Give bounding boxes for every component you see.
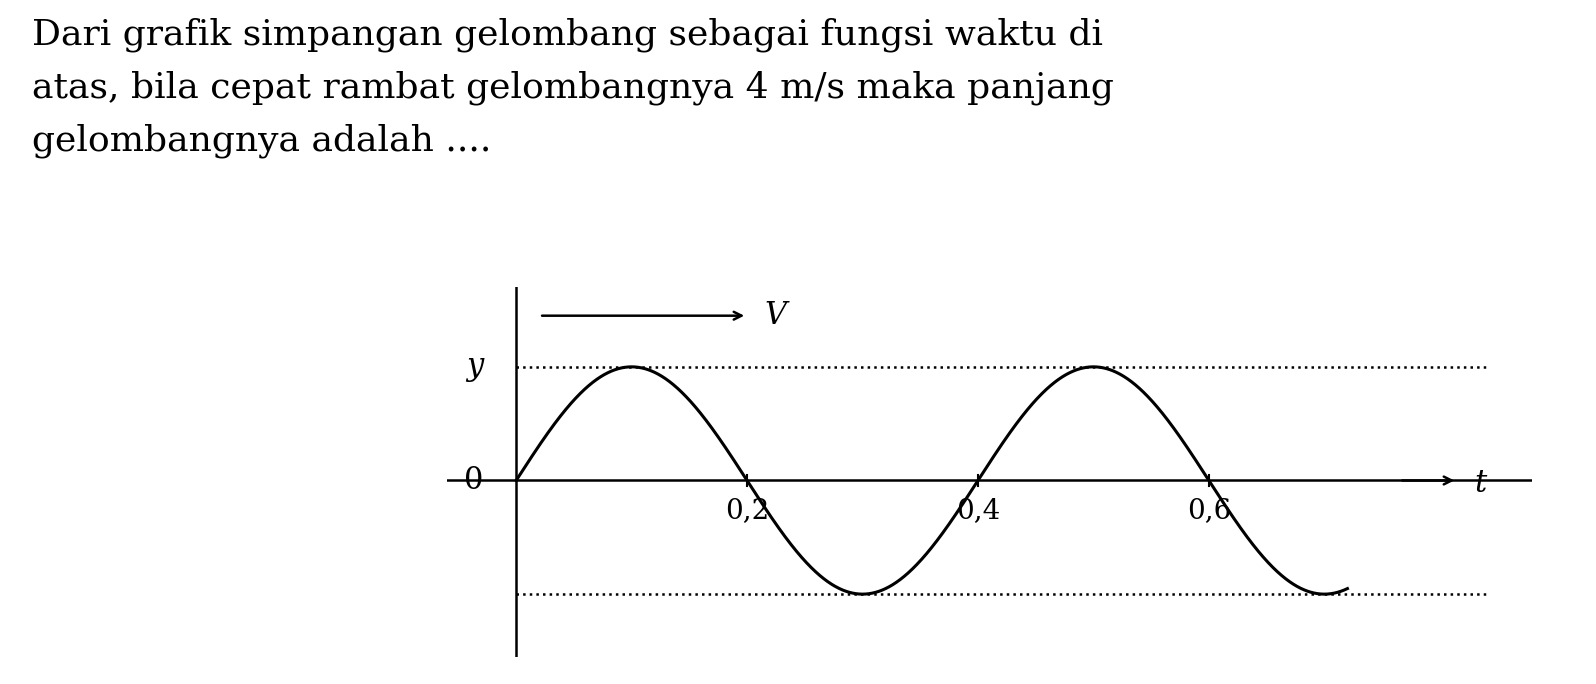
Text: 0,4: 0,4 [956,497,1001,525]
Text: 0: 0 [464,465,484,496]
Text: y: y [466,352,484,382]
Text: Dari grafik simpangan gelombang sebagai fungsi waktu di
atas, bila cepat rambat : Dari grafik simpangan gelombang sebagai … [32,17,1114,159]
Text: 0,2: 0,2 [725,497,769,525]
Text: V: V [764,300,787,331]
Text: 0,6: 0,6 [1187,497,1231,525]
Text: t: t [1475,469,1487,499]
